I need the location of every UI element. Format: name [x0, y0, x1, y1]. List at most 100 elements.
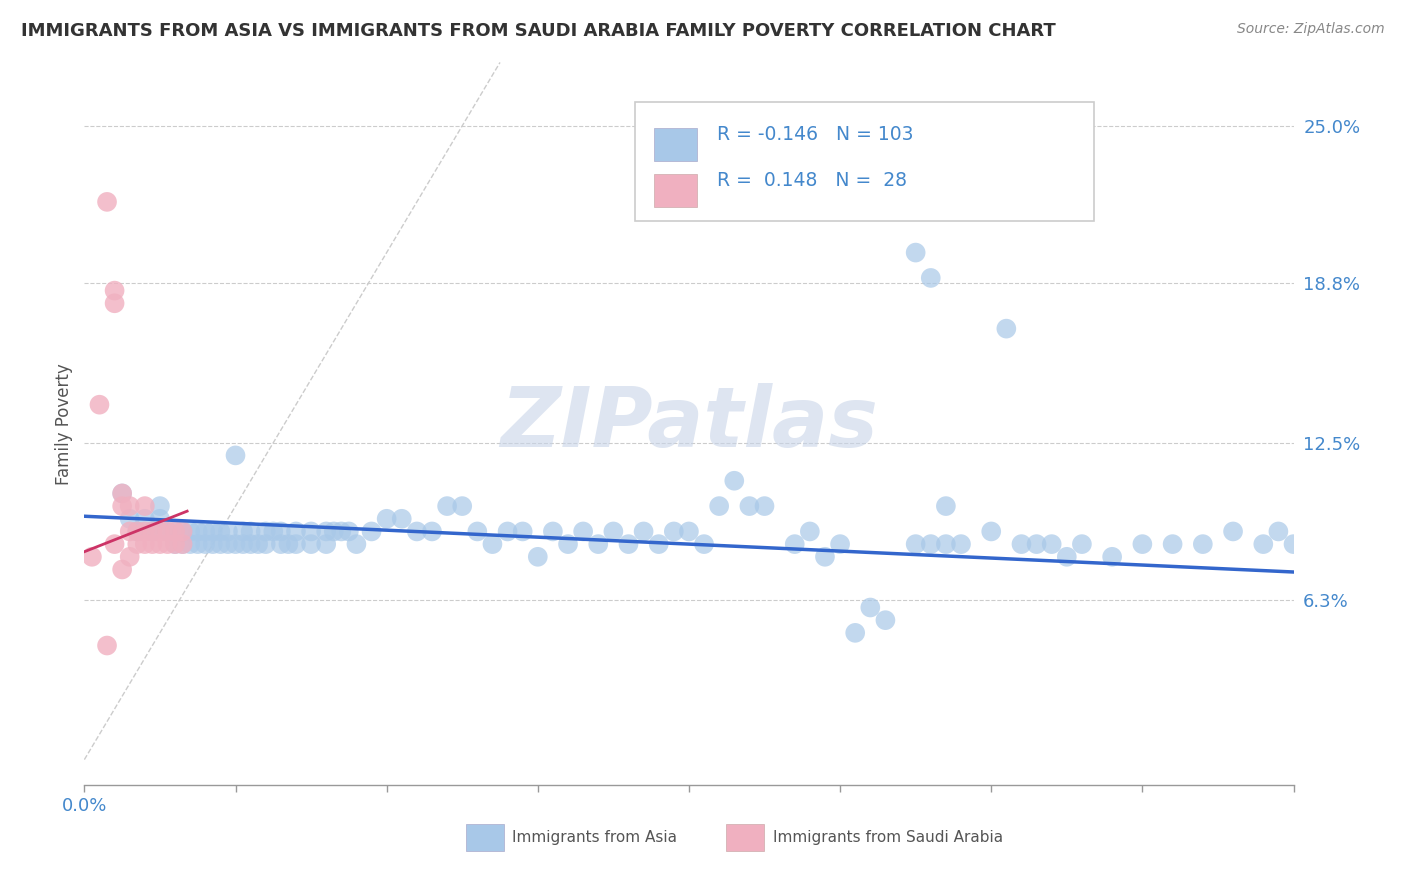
Point	[141, 524, 163, 539]
Point	[920, 537, 942, 551]
Point	[201, 537, 224, 551]
Point	[1101, 549, 1123, 564]
Point	[254, 537, 277, 551]
Point	[322, 524, 344, 539]
Point	[1011, 537, 1033, 551]
Point	[89, 398, 111, 412]
Point	[738, 499, 761, 513]
Point	[194, 537, 217, 551]
Point	[149, 499, 172, 513]
Point	[149, 537, 172, 551]
Point	[783, 537, 806, 551]
Point	[709, 499, 731, 513]
Point	[134, 524, 156, 539]
Point	[165, 537, 187, 551]
Point	[172, 537, 194, 551]
Point	[111, 486, 134, 500]
Point	[693, 537, 716, 551]
Point	[225, 537, 247, 551]
Point	[165, 524, 187, 539]
Point	[111, 499, 134, 513]
Point	[104, 296, 127, 310]
Point	[588, 537, 610, 551]
Point	[141, 537, 163, 551]
Point	[194, 524, 217, 539]
Point	[179, 524, 201, 539]
Point	[1267, 524, 1289, 539]
Point	[104, 284, 127, 298]
Point	[156, 524, 179, 539]
Point	[315, 524, 337, 539]
Point	[995, 321, 1018, 335]
Point	[346, 537, 368, 551]
Point	[572, 524, 595, 539]
Point	[165, 524, 187, 539]
Point	[187, 524, 209, 539]
Point	[315, 537, 337, 551]
Point	[172, 524, 194, 539]
Point	[187, 537, 209, 551]
Point	[1282, 537, 1305, 551]
Point	[904, 245, 927, 260]
Point	[209, 537, 232, 551]
Point	[118, 512, 141, 526]
Point	[648, 537, 671, 551]
Point	[156, 524, 179, 539]
Point	[254, 524, 277, 539]
Point	[172, 537, 194, 551]
Point	[270, 537, 292, 551]
Point	[451, 499, 474, 513]
Point	[217, 537, 239, 551]
FancyBboxPatch shape	[654, 128, 697, 161]
Point	[875, 613, 897, 627]
Point	[375, 512, 398, 526]
Point	[217, 524, 239, 539]
Y-axis label: Family Poverty: Family Poverty	[55, 363, 73, 484]
Point	[118, 524, 141, 539]
Point	[134, 499, 156, 513]
Point	[337, 524, 360, 539]
Point	[920, 271, 942, 285]
Point	[436, 499, 458, 513]
Point	[602, 524, 624, 539]
Point	[859, 600, 882, 615]
Point	[799, 524, 821, 539]
Point	[754, 499, 776, 513]
Point	[1025, 537, 1047, 551]
Point	[232, 524, 254, 539]
Text: Immigrants from Saudi Arabia: Immigrants from Saudi Arabia	[773, 830, 1002, 845]
Point	[830, 537, 852, 551]
Point	[149, 512, 172, 526]
Point	[134, 512, 156, 526]
Point	[127, 524, 149, 539]
Point	[330, 524, 353, 539]
Text: ZIPatlas: ZIPatlas	[501, 384, 877, 464]
Point	[935, 499, 957, 513]
Point	[1040, 537, 1063, 551]
Point	[512, 524, 534, 539]
Point	[299, 537, 322, 551]
Point	[1071, 537, 1094, 551]
Point	[104, 537, 127, 551]
Point	[980, 524, 1002, 539]
Point	[678, 524, 700, 539]
Point	[80, 549, 103, 564]
Point	[118, 499, 141, 513]
Point	[391, 512, 413, 526]
Point	[262, 524, 284, 539]
Point	[904, 537, 927, 551]
Point	[134, 537, 156, 551]
Point	[149, 524, 172, 539]
Point	[1056, 549, 1078, 564]
Point	[950, 537, 973, 551]
Point	[1253, 537, 1275, 551]
Point	[118, 549, 141, 564]
Point	[814, 549, 837, 564]
FancyBboxPatch shape	[654, 174, 697, 207]
Text: Source: ZipAtlas.com: Source: ZipAtlas.com	[1237, 22, 1385, 37]
Point	[156, 537, 179, 551]
Point	[225, 449, 247, 463]
Text: Immigrants from Asia: Immigrants from Asia	[512, 830, 678, 845]
Point	[179, 537, 201, 551]
Point	[172, 524, 194, 539]
